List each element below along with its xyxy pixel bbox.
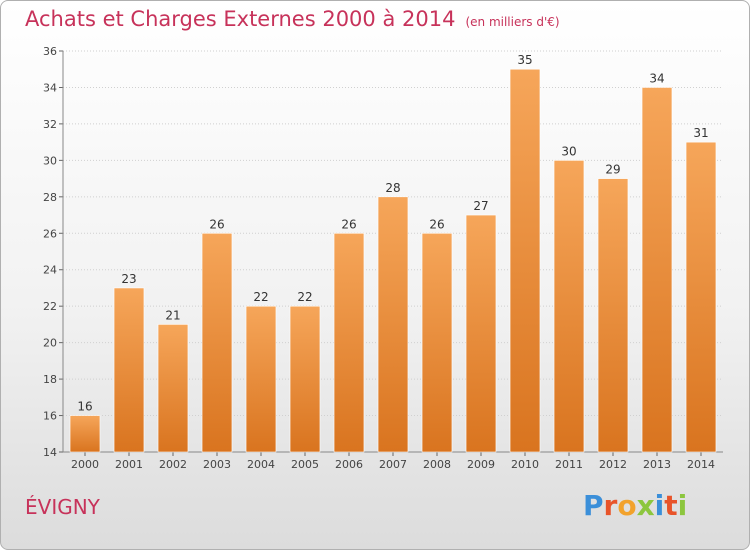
bar [553,160,585,453]
x-tick-label: 2009 [467,458,495,471]
x-tick-label: 2000 [71,458,99,471]
bar-value-label: 21 [165,308,180,322]
x-tick-label: 2014 [687,458,715,471]
axes: 14 16 18 20 22 24 26 28 30 32 34 36 2000 2001 2002 2003… [43,45,723,471]
bar-value-label: 26 [209,217,224,231]
bars [69,68,717,453]
bar [421,232,453,453]
y-tick-label: 36 [43,45,57,58]
x-tick-label: 2004 [247,458,275,471]
location-label: ÉVIGNY [25,495,100,519]
x-tick-label: 2008 [423,458,451,471]
chart-title: Achats et Charges Externes 2000 à 2014 (e… [25,7,560,31]
bar [157,324,189,453]
y-tick-label: 16 [43,410,57,423]
bar-value-label: 28 [385,181,400,195]
x-tick-label: 2007 [379,458,407,471]
x-tick-label: 2010 [511,458,539,471]
x-tick-label: 2003 [203,458,231,471]
logo-letter: P [583,489,604,522]
x-tick-label: 2006 [335,458,363,471]
bar [245,305,277,453]
bar [685,141,717,453]
chart-subtitle: (en milliers d'€) [465,15,560,29]
bar-value-label: 22 [297,290,312,304]
y-tick-label: 18 [43,373,57,386]
logo-letter: i [654,489,665,522]
y-tick-label: 20 [43,337,57,350]
bar [509,68,541,453]
x-tick-label: 2005 [291,458,319,471]
bar-value-label: 23 [121,272,136,286]
bar [597,178,629,453]
bar-value-label: 31 [693,126,708,140]
y-tick-label: 22 [43,300,57,313]
y-tick-label: 28 [43,191,57,204]
logo-letter: o [617,489,637,522]
bar [377,196,409,453]
bar-value-label: 34 [649,71,664,85]
x-tick-label: 2012 [599,458,627,471]
bar [69,415,101,453]
y-tick-label: 34 [43,81,57,94]
bar [333,232,365,453]
x-tick-label: 2001 [115,458,143,471]
proxiti-logo: Proxiti [583,489,687,522]
x-tick-label: 2011 [555,458,583,471]
logo-letter: x [636,489,655,522]
y-tick-label: 26 [43,227,57,240]
bar-value-label: 22 [253,290,268,304]
bar [465,214,497,453]
chart-title-text: Achats et Charges Externes 2000 à 2014 [25,7,456,31]
y-tick-label: 32 [43,118,57,131]
logo-letter: r [603,489,618,522]
bar [289,305,321,453]
logo-letter: t [664,489,678,522]
bar-value-label: 35 [517,53,532,67]
bar [113,287,145,453]
bar-value-label: 29 [605,163,620,177]
bar [201,232,233,453]
bar-value-label: 27 [473,199,488,213]
bar [641,87,673,453]
bar-value-label: 30 [561,144,576,158]
bar-value-label: 26 [429,217,444,231]
y-tick-label: 30 [43,154,57,167]
x-tick-label: 2002 [159,458,187,471]
x-tick-label: 2013 [643,458,671,471]
logo-letter: i [677,489,688,522]
bar-value-label: 26 [341,217,356,231]
y-tick-label: 14 [43,446,57,459]
y-tick-label: 24 [43,264,57,277]
bar-value-label: 16 [77,400,92,414]
value-labels: 16 23 21 26 22 22 26 28 26 27 35 30 29 34 31 [77,53,708,413]
